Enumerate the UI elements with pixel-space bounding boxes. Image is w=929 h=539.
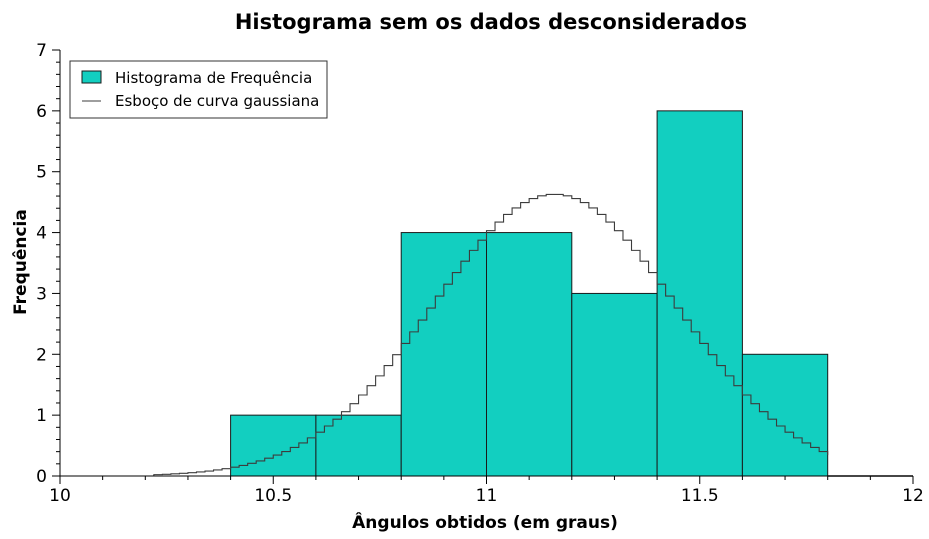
y-tick-label: 7 bbox=[36, 41, 47, 61]
histogram-bars bbox=[230, 110, 829, 477]
y-tick-label: 6 bbox=[36, 102, 47, 122]
legend-swatch-histogram bbox=[81, 70, 102, 84]
x-tick-label: 10.5 bbox=[254, 486, 292, 506]
legend-label-histogram: Histograma de Frequência bbox=[115, 69, 312, 87]
histogram-bar-2 bbox=[315, 414, 402, 477]
x-tick-label: 12 bbox=[902, 486, 924, 506]
legend-box bbox=[69, 60, 328, 119]
y-tick-label: 4 bbox=[36, 224, 47, 244]
x-tick-label: 11.5 bbox=[681, 486, 719, 506]
y-tick-label: 5 bbox=[36, 163, 47, 183]
x-axis-label: Ângulos obtidos (em graus) bbox=[352, 511, 618, 533]
histogram-bar-1 bbox=[230, 414, 317, 477]
x-tick-label: 10 bbox=[49, 486, 71, 506]
chart-title: Histograma sem os dados desconsiderados bbox=[235, 10, 747, 34]
gaussian-curve-line bbox=[60, 193, 829, 477]
y-ticks: 0 1 2 3 4 5 6 7 bbox=[36, 41, 60, 487]
histogram-bar-6 bbox=[656, 110, 743, 477]
legend-label-curve: Esboço de curva gaussiana bbox=[115, 92, 319, 110]
y-tick-label: 2 bbox=[36, 345, 47, 365]
y-axis-label: Frequência bbox=[11, 209, 31, 315]
x-tick-label: 11 bbox=[476, 486, 498, 506]
y-tick-label: 0 bbox=[36, 467, 47, 487]
legend: Histograma de Frequência Esboço de curva… bbox=[69, 60, 328, 119]
histogram-bar-3 bbox=[400, 232, 488, 477]
y-tick-label: 1 bbox=[36, 406, 47, 426]
histogram-bar-4 bbox=[486, 232, 573, 477]
y-tick-label: 3 bbox=[36, 284, 47, 304]
histogram-bar-5 bbox=[571, 292, 658, 477]
x-ticks: 10 10.5 11 11.5 12 bbox=[49, 476, 924, 506]
histogram-bar-7 bbox=[741, 353, 829, 477]
